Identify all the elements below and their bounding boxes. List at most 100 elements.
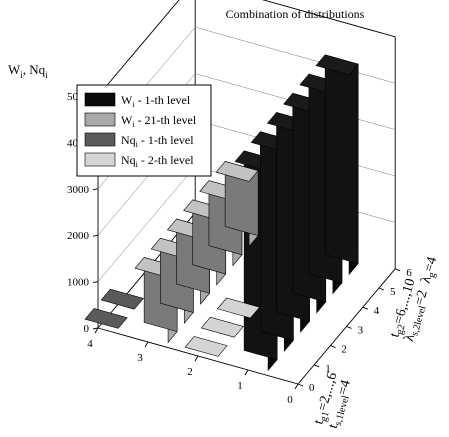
x-tick [144, 341, 149, 348]
svg-text:Wi, Nqi: Wi, Nqi [8, 62, 48, 80]
legend-label-sub: i [136, 140, 139, 149]
z-tick [92, 327, 99, 330]
legend-label-rest: - 21-th level [135, 113, 197, 127]
z-axis-label: Wi, Nqi [8, 62, 48, 80]
x-axis-label-val: =4 [335, 378, 354, 396]
svg-text:Nqi - 2-th level: Nqi - 2-th level [121, 153, 194, 169]
x-tick-label: 3 [137, 352, 143, 364]
svg-text:Wi - 21-th level: Wi - 21-th level [121, 113, 197, 129]
legend: Wi - 1-th level Wi - 21-th level Nqi - 1… [76, 84, 212, 177]
y-axis-label-val: =2 [412, 289, 431, 307]
z-tick-label: 0 [84, 323, 90, 335]
legend-swatch [84, 92, 116, 107]
legend-label-sub: i [136, 160, 139, 169]
bars [84, 54, 359, 372]
z-tick [92, 188, 99, 191]
x-tick [94, 327, 99, 334]
y-tick [362, 306, 368, 310]
svg-text:Wi - 1-th level: Wi - 1-th level [121, 93, 191, 109]
y-axis-label-sub1: g2 [394, 323, 407, 336]
bar-tile [200, 316, 244, 338]
x-tick-labels: 0 1 2 3 4 [87, 327, 299, 406]
y-axis-label-t1: t [387, 331, 403, 339]
bar [315, 54, 359, 276]
z-axis-label-main: W [8, 62, 21, 77]
y-tick-label: 0 [309, 382, 315, 394]
bar [215, 161, 259, 248]
y-tick-label: 3 [358, 324, 364, 336]
legend-label-rest: - 1-th level [138, 133, 194, 147]
legend-label-rest: - 2-th level [138, 153, 194, 167]
x-tick [194, 355, 199, 362]
z-tick-label: 3000 [67, 184, 90, 196]
y-tick-label: 1 [325, 363, 331, 375]
bar-top [315, 54, 359, 76]
x-tick [294, 383, 299, 390]
legend-item: Nqi - 2-th level [84, 152, 194, 169]
bar [184, 336, 228, 357]
chart-title: Combination of distributions [226, 7, 365, 21]
bar [200, 316, 244, 338]
legend-swatch [84, 132, 116, 147]
bar-tile [216, 297, 261, 319]
y-axis-label-l2: λ [419, 274, 435, 285]
legend-item: Nqi - 1-th level [84, 132, 194, 149]
x-tick [244, 369, 249, 376]
legend-label-rest: - 1-th level [135, 93, 191, 107]
right-wall-top [262, 0, 396, 38]
x-tick-label: 2 [187, 366, 193, 378]
gridline [97, 166, 196, 282]
x-axis-label: tg1=2,...,6 ts,1level=4 [311, 371, 354, 431]
y-tick [346, 325, 352, 329]
y-axis-label-sub2: s,2level [409, 304, 428, 337]
x-axis-label-sub1: g1 [318, 410, 331, 423]
y-tick [395, 268, 401, 272]
y-tick [330, 345, 336, 349]
x-tick-label: 4 [87, 338, 93, 350]
y-tick [297, 383, 304, 387]
z-tick-label: 2000 [67, 230, 90, 242]
y-tick-label: 6 [406, 267, 412, 279]
legend-label-sub: i [132, 120, 135, 129]
legend-label-main: W [121, 93, 133, 107]
bar-side [324, 54, 359, 265]
z-axis-label-main2: , Nq [23, 62, 46, 77]
legend-label-main: Nq [121, 153, 136, 167]
y-axis-label-l1: λ [402, 332, 418, 343]
z-tick-label: 1000 [67, 277, 90, 289]
svg-text:Nqi - 1-th level: Nqi - 1-th level [121, 133, 194, 149]
bar [216, 297, 261, 319]
legend-swatch [84, 112, 116, 127]
legend-item: Wi - 21-th level [84, 112, 197, 129]
y-tick [314, 364, 320, 368]
bar-top [215, 161, 259, 182]
y-tick-label: 5 [390, 286, 396, 298]
back-wall-top [97, 0, 180, 97]
y-tick-label: 2 [341, 344, 347, 356]
z-tick [92, 281, 99, 284]
y-tick [378, 287, 385, 291]
y-axis-label-val2: =4 [422, 255, 441, 273]
legend-label-sub: i [132, 100, 135, 109]
gridline [195, 26, 396, 84]
x-tick-label: 0 [287, 394, 293, 406]
legend-swatch [84, 152, 116, 167]
bar-tile [84, 308, 128, 329]
z-tick [92, 234, 99, 237]
y-axis-label-sub3: g [426, 271, 438, 279]
legend-label-main: W [121, 113, 133, 127]
bar [84, 308, 128, 329]
x-axis-label-t2: t [326, 422, 342, 430]
legend-item: Wi - 1-th level [84, 92, 191, 109]
x-tick-label: 1 [237, 380, 243, 392]
z-axis-label-sub: i [20, 70, 23, 80]
bar-tile [100, 288, 144, 310]
bar [100, 288, 144, 310]
z-axis-label-sub2: i [45, 70, 48, 80]
x-axis-label-t1: t [311, 418, 327, 426]
y-tick-label: 4 [374, 305, 380, 317]
legend-label-main: Nq [121, 133, 136, 147]
bar-tile [184, 336, 228, 357]
